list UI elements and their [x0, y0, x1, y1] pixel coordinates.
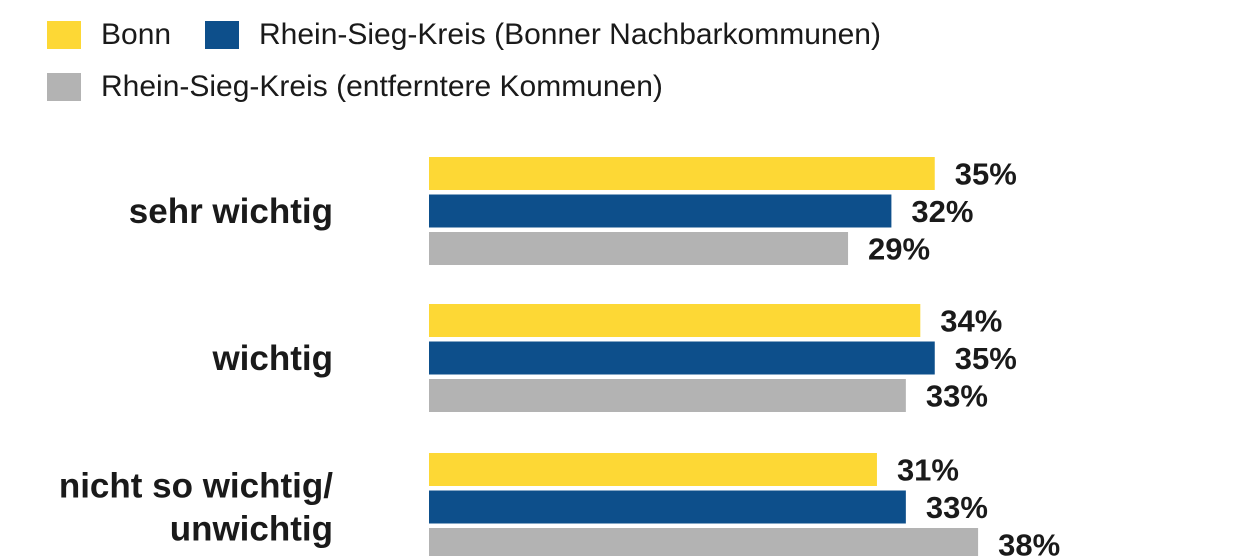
category-label: nicht so wichtig/ [59, 467, 333, 506]
legend-swatch-bonn [47, 21, 81, 49]
data-label: 29% [868, 232, 930, 267]
bar [429, 194, 892, 228]
legend-swatch-rsk-entfernt [47, 73, 81, 101]
legend-item-bonn: Bonn [47, 18, 171, 52]
data-label: 35% [955, 157, 1017, 192]
bar [429, 232, 849, 265]
bar [429, 490, 906, 524]
data-label: 33% [926, 379, 988, 414]
bar [429, 453, 877, 486]
data-label: 31% [897, 453, 959, 488]
bar [429, 304, 921, 337]
category-label: unwichtig [170, 510, 333, 549]
bar [429, 341, 935, 375]
legend-label-rsk-nachbar: Rhein-Sieg-Kreis (Bonner Nachbarkommunen… [259, 18, 881, 51]
legend-swatch-rsk-nachbar [205, 21, 239, 49]
bar [429, 157, 935, 190]
data-label: 35% [955, 341, 1017, 376]
category-label: sehr wichtig [129, 192, 333, 231]
bar [429, 379, 906, 412]
data-label: 33% [926, 490, 988, 525]
legend-label-rsk-entfernt: Rhein-Sieg-Kreis (entferntere Kommunen) [101, 70, 663, 103]
bar [429, 528, 979, 556]
data-label: 38% [998, 528, 1060, 556]
legend-label-bonn: Bonn [101, 18, 172, 51]
legend: Bonn Rhein-Sieg-Kreis (Bonner Nachbarkom… [0, 0, 1235, 110]
data-label: 32% [911, 194, 973, 229]
legend-item-rsk-entfernt: Rhein-Sieg-Kreis (entferntere Kommunen) [47, 70, 663, 104]
category-label: wichtig [211, 339, 333, 378]
legend-item-rsk-nachbar: Rhein-Sieg-Kreis (Bonner Nachbarkommunen… [205, 18, 881, 52]
data-label: 34% [940, 304, 1002, 339]
